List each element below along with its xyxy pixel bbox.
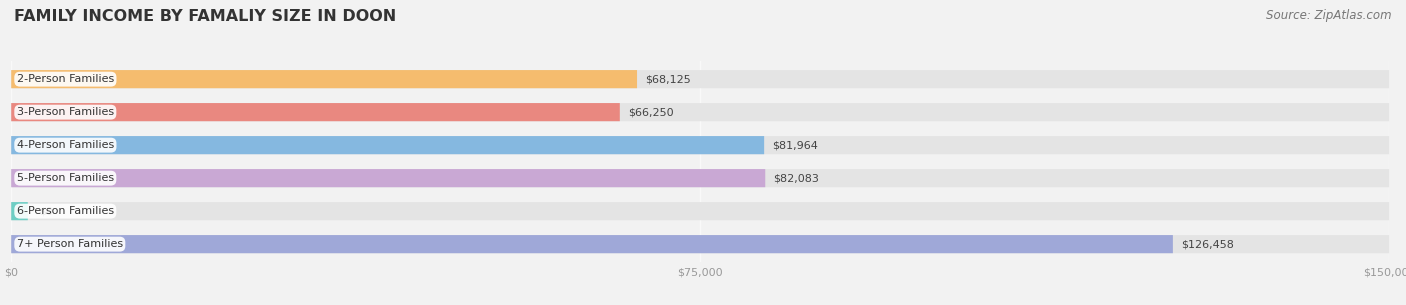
FancyBboxPatch shape bbox=[11, 169, 765, 187]
FancyBboxPatch shape bbox=[11, 70, 637, 88]
Text: 5-Person Families: 5-Person Families bbox=[17, 173, 114, 183]
Text: 3-Person Families: 3-Person Families bbox=[17, 107, 114, 117]
Text: 2-Person Families: 2-Person Families bbox=[17, 74, 114, 84]
Text: $82,083: $82,083 bbox=[773, 173, 820, 183]
Text: $66,250: $66,250 bbox=[628, 107, 673, 117]
Text: $0: $0 bbox=[39, 206, 53, 216]
Text: $81,964: $81,964 bbox=[772, 140, 818, 150]
FancyBboxPatch shape bbox=[11, 103, 620, 121]
FancyBboxPatch shape bbox=[11, 136, 1389, 154]
FancyBboxPatch shape bbox=[11, 202, 28, 220]
Text: Source: ZipAtlas.com: Source: ZipAtlas.com bbox=[1267, 9, 1392, 22]
Text: $68,125: $68,125 bbox=[645, 74, 692, 84]
Text: 7+ Person Families: 7+ Person Families bbox=[17, 239, 122, 249]
Text: 6-Person Families: 6-Person Families bbox=[17, 206, 114, 216]
FancyBboxPatch shape bbox=[11, 136, 763, 154]
Text: $126,458: $126,458 bbox=[1181, 239, 1234, 249]
FancyBboxPatch shape bbox=[11, 235, 1389, 253]
FancyBboxPatch shape bbox=[11, 70, 1389, 88]
FancyBboxPatch shape bbox=[11, 103, 1389, 121]
Text: FAMILY INCOME BY FAMALIY SIZE IN DOON: FAMILY INCOME BY FAMALIY SIZE IN DOON bbox=[14, 9, 396, 24]
FancyBboxPatch shape bbox=[11, 169, 1389, 187]
Text: 4-Person Families: 4-Person Families bbox=[17, 140, 114, 150]
FancyBboxPatch shape bbox=[11, 202, 1389, 220]
FancyBboxPatch shape bbox=[11, 235, 1173, 253]
